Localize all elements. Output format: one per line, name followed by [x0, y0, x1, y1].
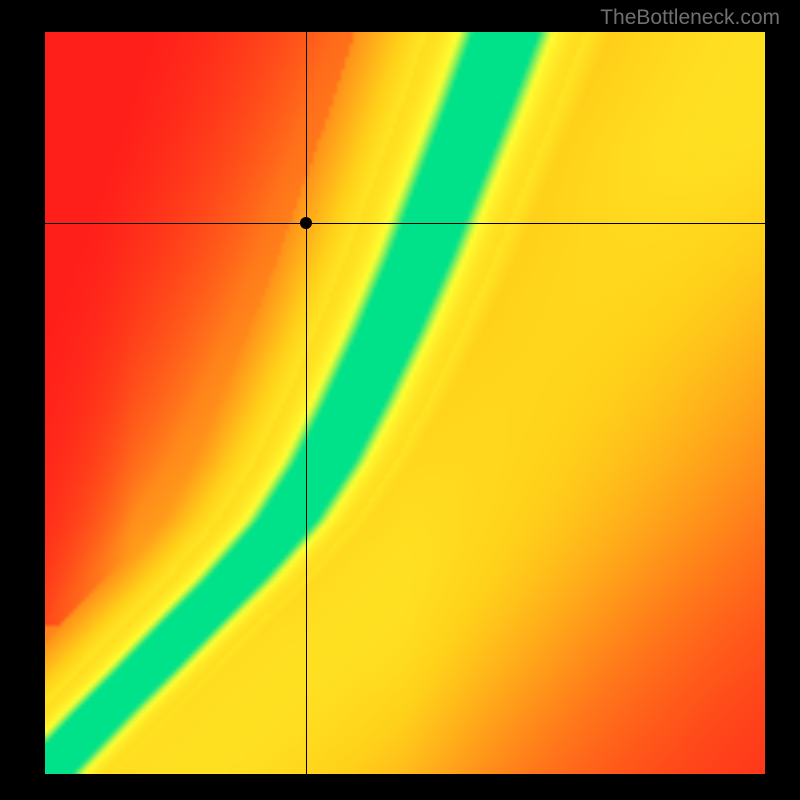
plot-area: [45, 32, 765, 774]
crosshair-marker: [300, 217, 312, 229]
watermark-text: TheBottleneck.com: [600, 6, 780, 30]
crosshair-vertical: [306, 32, 307, 774]
heatmap-canvas: [45, 32, 765, 774]
crosshair-horizontal: [45, 223, 765, 224]
chart-container: TheBottleneck.com: [0, 0, 800, 800]
